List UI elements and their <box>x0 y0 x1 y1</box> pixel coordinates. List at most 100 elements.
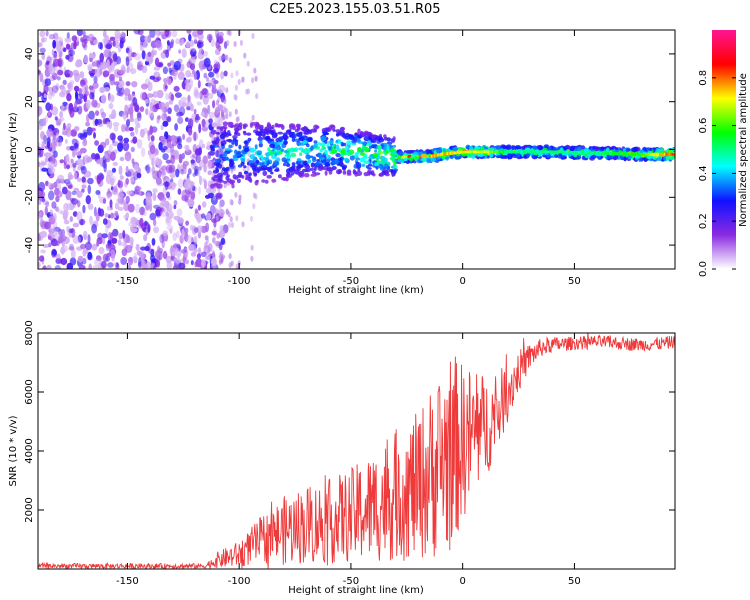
spectrogram-noise-blob <box>217 31 224 38</box>
spectrogram-noise-blob <box>114 39 119 49</box>
spectrogram-noise-blob <box>78 264 86 269</box>
spectrogram-ridge-blob <box>368 155 374 160</box>
spectrogram-noise-blob <box>127 93 132 102</box>
spectrogram-noise-blob <box>118 232 124 240</box>
spectrogram-noise-blob <box>218 229 226 239</box>
spectrogram-ridge-blob <box>397 155 402 160</box>
spectrogram-noise-blob <box>54 116 58 121</box>
snr-xtick-label: -150 <box>116 576 139 587</box>
spectrogram-noise-blob <box>127 203 135 213</box>
spectrogram-noise-blob <box>162 230 169 237</box>
spectrogram-noise-blob <box>75 90 78 101</box>
spectrogram-noise-blob <box>203 72 208 79</box>
spectrogram-noise-blob <box>203 57 211 68</box>
spectrogram-ridge-core <box>447 152 451 155</box>
spectrogram-noise-blob <box>38 161 41 167</box>
spectrogram-noise-blob <box>146 164 150 174</box>
spectrogram-ridge-core <box>529 150 532 154</box>
spectrogram-noise-blob <box>227 222 231 228</box>
spectrogram-noise-blob <box>130 131 135 137</box>
spectrogram-noise-blob <box>111 167 117 173</box>
spectrogram-ridge-blob <box>328 140 334 144</box>
spectrogram-noise-blob <box>108 144 113 153</box>
snr-plot: -150 -100 -50 0 50 2000 4000 6000 8000 Height of… <box>8 320 676 596</box>
spectrogram-ridge-blob <box>376 144 382 150</box>
spectrogram-noise-blob <box>216 72 220 79</box>
spectrogram-noise-blob <box>190 190 196 201</box>
spectrogram-noise-blob <box>100 94 107 104</box>
spectrogram-ridge-blob <box>298 171 304 177</box>
spectrogram-ridge-core <box>579 151 582 154</box>
spectrogram-noise-blob <box>210 257 217 267</box>
spectrogram-noise-blob <box>120 31 126 38</box>
spectrogram-noise-blob <box>233 41 237 47</box>
spectrogram-ridge-core <box>449 151 453 155</box>
spectrogram-noise-blob <box>98 246 105 255</box>
spectrogram-ridge-core <box>560 150 564 154</box>
spectrogram-ridge-blob <box>483 146 489 150</box>
spectrogram-ridge-core <box>501 150 504 154</box>
spectrogram-noise-blob <box>205 222 210 233</box>
spectrogram-noise-blob <box>234 108 238 115</box>
spectrogram-ridge-core <box>656 152 659 156</box>
spectrogram-ridge-blob <box>236 151 241 155</box>
spectrogram-noise-blob <box>108 102 114 110</box>
spectrogram-ridge-blob <box>285 168 292 174</box>
spectrogram-noise-blob <box>158 102 166 110</box>
spectrogram-noise-blob <box>68 102 74 112</box>
spectrogram-ridge-blob <box>255 159 260 164</box>
spectrogram-ridge-blob <box>243 131 247 136</box>
spectrogram-noise-blob <box>90 127 96 132</box>
spectrogram-ticks: -150 -100 -50 0 50 -40 -20 0 20 40 <box>24 30 675 287</box>
spectrogram-noise-blob <box>40 249 46 254</box>
spectrogram-noise-blob <box>52 58 60 67</box>
spectrogram-noise-blob <box>254 193 258 200</box>
spectrogram-noise-blob <box>187 198 195 208</box>
spectrogram-noise-blob <box>223 70 228 77</box>
spectrogram-ridge-blob <box>222 170 229 176</box>
spectrogram-noise-blob <box>92 265 100 269</box>
spectrogram-noise-blob <box>152 188 158 194</box>
spectrogram-noise-blob <box>147 81 153 92</box>
spectrogram-noise-blob <box>139 106 145 112</box>
spectrogram-noise-blob <box>206 251 211 260</box>
spectrogram-noise-blob <box>83 95 87 101</box>
spectrogram-ridge-core <box>568 150 571 154</box>
spectrogram-ridge-core <box>494 150 498 154</box>
spectrogram-noise-blob <box>196 101 202 106</box>
spectrogram-noise-blob <box>104 213 109 218</box>
spectrogram-noise-blob <box>77 177 82 182</box>
spectrogram-ridge-core <box>604 151 607 155</box>
spectrogram-noise-blob <box>99 52 104 63</box>
spectrogram-ridge-blob <box>257 154 264 158</box>
colorbar-ticks: 0.0 0.2 0.4 0.6 0.8 <box>698 70 736 277</box>
spectrogram-ridge-blob <box>213 139 219 145</box>
spectrogram-ridge-core <box>516 150 520 154</box>
spectrogram-ridge-core <box>602 151 606 155</box>
spectrogram-ridge-blob <box>546 154 552 159</box>
spectrogram-ridge-core <box>537 150 540 154</box>
spectrogram-ridge-blob <box>218 175 222 181</box>
spectrogram-noise-blob <box>246 165 250 172</box>
spectrogram-noise-blob <box>208 111 215 119</box>
spectrogram-noise-blob <box>153 66 160 71</box>
spectrogram-ridge-core <box>433 154 437 158</box>
spectrogram-noise-blob <box>152 91 159 98</box>
spectrogram-ridge-blob <box>290 170 295 176</box>
spectrogram-ridge-blob <box>569 147 575 152</box>
spectrogram-ridge-blob <box>591 154 597 159</box>
spectrogram-noise-blob <box>50 229 57 238</box>
spectrogram-noise-blob <box>87 177 94 185</box>
spectrogram-noise-blob <box>218 45 222 52</box>
spectrogram-noise-blob <box>235 70 239 77</box>
spectrogram-noise-blob <box>147 51 152 58</box>
spectrogram-ridge-blob <box>334 158 339 164</box>
spectrogram-ridge-blob <box>310 145 314 151</box>
spectrogram-noise-blob <box>165 211 169 217</box>
spectrogram-ridge-core <box>570 151 573 154</box>
spectrogram-noise-blob <box>102 218 108 225</box>
spectrogram-noise-blob <box>223 182 227 189</box>
spectrogram-noise-blob <box>138 257 142 267</box>
spectrogram-ridge-blob <box>243 165 247 169</box>
spectrogram-noise-blob <box>226 40 230 46</box>
